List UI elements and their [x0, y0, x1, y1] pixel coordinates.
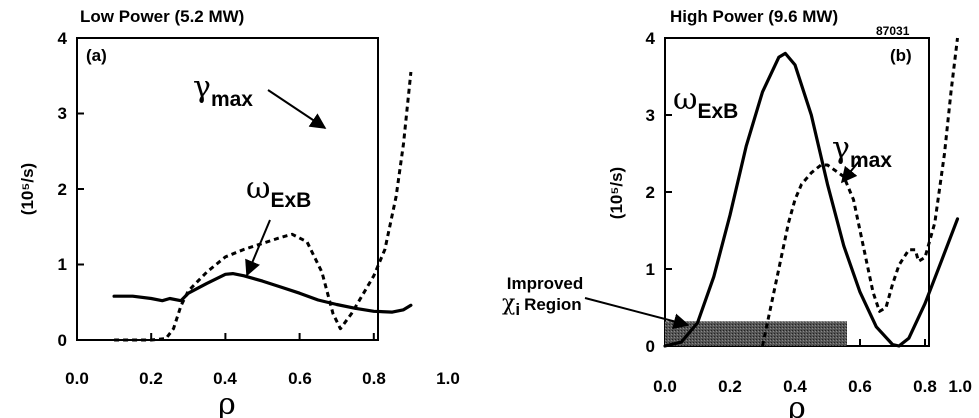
svg-text:γmax: γmax [193, 70, 253, 111]
panel-b-ytick-0: 0 [646, 337, 655, 356]
panel-b-omega-symbol: ω [673, 82, 697, 117]
svg-text:ωExB: ωExB [246, 171, 311, 212]
panel-b-gamma-symbol: γ [832, 131, 850, 166]
panel-a: Low Power (5.2 MW) (a) 0 1 2 3 4 0.0 0.2… [18, 7, 460, 418]
panel-a-y-ticks: 0 1 2 3 4 [58, 29, 68, 350]
panel-a-ytick-0: 0 [58, 331, 67, 350]
panel-b-y-axis-label: (10⁵/s) [607, 167, 626, 219]
panel-a-title: Low Power (5.2 MW) [80, 7, 244, 26]
panel-a-series-gamma-max-line [114, 71, 413, 342]
panel-b-xtick-2: 0.4 [783, 377, 807, 396]
panel-a-x-axis-label: ρ [218, 387, 236, 418]
panel-a-gamma-subscript: max [211, 88, 253, 111]
panel-a-series-omega-exb-line [112, 272, 413, 314]
panel-a-ytick-3: 3 [58, 104, 67, 123]
panel-a-gamma-arrow [267, 89, 327, 129]
panel-b-gamma-subscript: max [850, 149, 892, 172]
panel-a-plot [76, 37, 413, 342]
panel-b-region-arrow [584, 297, 690, 330]
panel-b-xtick-4: 0.8 [913, 377, 937, 396]
panel-a-xtick-0: 0.0 [65, 369, 89, 388]
panel-b-ytick-4: 4 [646, 29, 656, 48]
panel-b-shot-number: 87031 [876, 24, 910, 38]
panel-b-region-chi-symbol: χ [502, 291, 515, 316]
panel-a-omega-label: ωExB [246, 171, 311, 212]
panel-b-xtick-1: 0.2 [718, 377, 742, 396]
panel-b-region-chi-subscript: i [515, 300, 520, 319]
panel-b-x-ticks: 0.0 0.2 0.4 0.6 0.8 1.0 [653, 377, 972, 396]
panel-a-xtick-3: 0.6 [288, 369, 312, 388]
panel-a-x-ticks: 0.0 0.2 0.4 0.6 0.8 1.0 [65, 369, 460, 388]
panel-b-series-gamma-max-line [761, 37, 959, 347]
panel-b-improved-region [665, 321, 847, 346]
panel-b-xtick-0: 0.0 [653, 377, 677, 396]
panel-a-omega-arrow [245, 219, 271, 277]
panel-b-ytick-3: 3 [646, 106, 655, 125]
panel-b-gamma-label: γmax [832, 131, 892, 172]
panel-b-x-axis-label: ρ [788, 391, 806, 418]
panel-b-xtick-3: 0.6 [848, 377, 872, 396]
panel-a-xtick-4: 0.8 [362, 369, 386, 388]
panel-a-gamma-label: γmax [193, 70, 253, 111]
panel-b-region-annotation: Improved χi Region [502, 274, 583, 319]
panel-a-xtick-5: 1.0 [436, 369, 460, 388]
panel-b-omega-subscript: ExB [697, 100, 738, 123]
panel-b-ytick-1: 1 [646, 260, 655, 279]
panel-a-ytick-2: 2 [58, 180, 67, 199]
panel-a-label: (a) [86, 46, 107, 65]
panel-a-ytick-1: 1 [58, 255, 67, 274]
panel-b-omega-label: ωExB [673, 82, 738, 123]
panel-b-gamma-arrow [840, 159, 861, 184]
panel-b: High Power (9.6 MW) 87031 (b) 0 1 2 3 4 … [502, 7, 972, 418]
panel-b-label: (b) [890, 46, 912, 65]
svg-text:ωExB: ωExB [673, 82, 738, 123]
panel-a-y-axis-label: (10⁵/s) [18, 163, 37, 215]
panel-b-series-omega-exb-line [663, 51, 960, 348]
panel-a-xtick-2: 0.4 [213, 369, 237, 388]
panel-b-y-ticks: 0 1 2 3 4 [646, 29, 656, 356]
panel-a-xtick-1: 0.2 [139, 369, 163, 388]
panel-a-omega-subscript: ExB [270, 189, 311, 212]
panel-b-plot [663, 37, 960, 348]
panel-a-gamma-symbol: γ [193, 70, 211, 105]
panel-b-ytick-2: 2 [646, 183, 655, 202]
panel-b-region-label-line2: χi Region [502, 291, 582, 319]
panel-b-region-word: Region [524, 295, 582, 314]
panel-b-xtick-5: 1.0 [948, 377, 972, 396]
panel-b-region-label-line1: Improved [507, 274, 584, 293]
svg-text:γmax: γmax [832, 131, 892, 172]
panel-b-title: High Power (9.6 MW) [670, 7, 838, 26]
panel-a-omega-symbol: ω [246, 171, 270, 206]
panel-a-ytick-4: 4 [58, 29, 68, 48]
